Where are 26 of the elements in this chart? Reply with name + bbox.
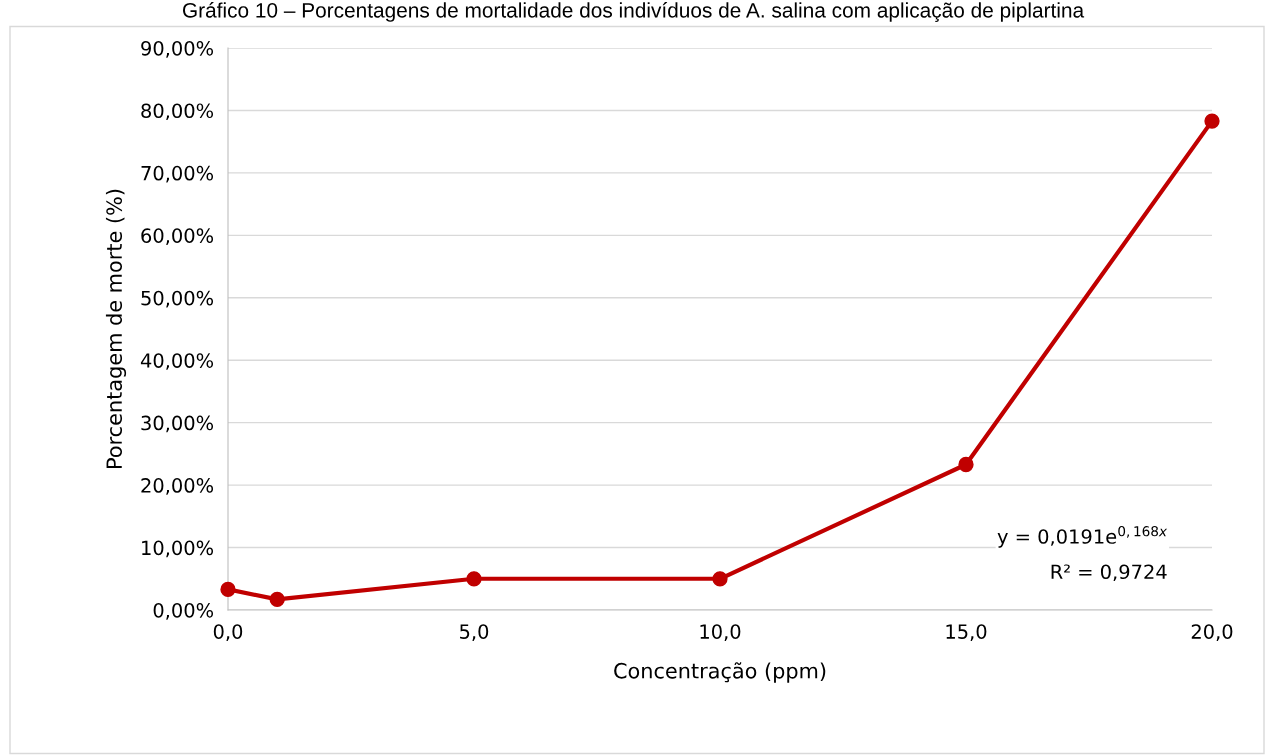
x-tick-label: 20,0 xyxy=(1191,624,1233,641)
y-tick-label: 10,00% xyxy=(142,540,214,558)
y-tick-label: 50,00% xyxy=(141,290,214,308)
y-tick-label: 30,00% xyxy=(141,415,214,433)
y-tick-label: 40,00% xyxy=(140,353,214,370)
point xyxy=(220,581,236,598)
point xyxy=(466,571,482,587)
y-tick-label: 90,00% xyxy=(141,40,214,58)
x-tick-label: 0,0 xyxy=(213,624,243,641)
x-tick-label: 15,0 xyxy=(946,624,987,641)
y-tick-label: 0,00% xyxy=(153,602,214,620)
point xyxy=(1204,113,1220,129)
x-axis-title: Concentração (ppm) xyxy=(614,662,826,683)
x-tick-label: 10,0 xyxy=(700,624,741,641)
y-tick-label: 60,00% xyxy=(141,228,214,245)
chart-title: Gráfico 10 – Porcentagens de mortalidade dos indivíduos de A. salina com aplicação de piplartina xyxy=(182,2,1085,22)
y-tick-label: 70,00% xyxy=(141,165,214,183)
annotation: R² = 0,9724 xyxy=(1051,564,1167,582)
y-tick-label: 20,00% xyxy=(141,478,214,495)
y-tick-label: 80,00% xyxy=(141,103,214,121)
y-axis-title: Porcentagem de morte (%) xyxy=(105,189,127,468)
point xyxy=(958,456,974,473)
annotation: y = 0,0191e$^{0,168x}$ xyxy=(997,526,1168,548)
x-tick-label: 5,0 xyxy=(460,624,489,641)
point xyxy=(712,571,728,587)
point xyxy=(269,591,285,608)
